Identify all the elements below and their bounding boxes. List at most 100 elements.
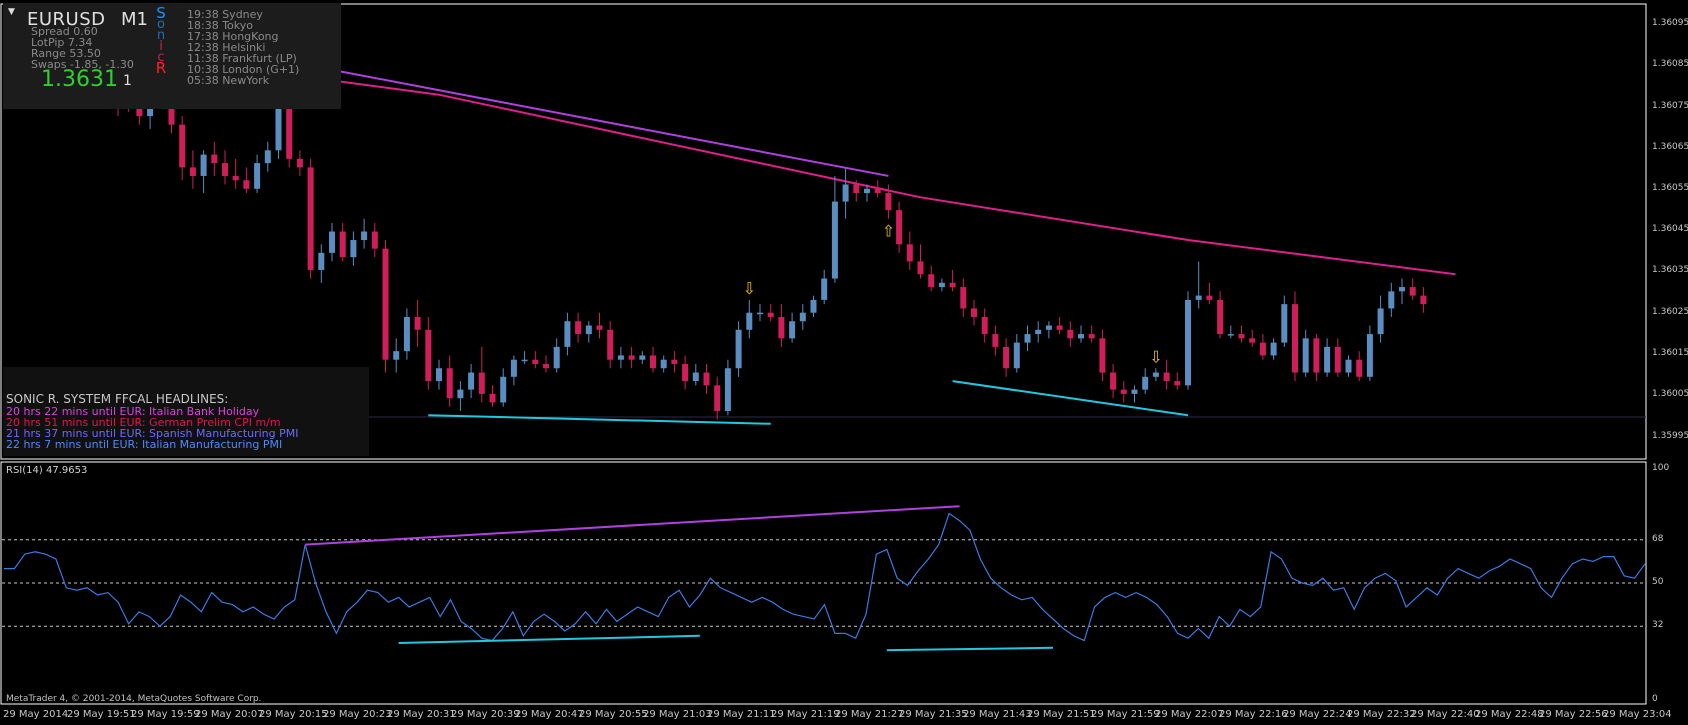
candle-body bbox=[532, 359, 539, 364]
candle-body bbox=[885, 193, 892, 211]
candle-body bbox=[446, 368, 453, 399]
time-tick-label: 29 May 19:59 bbox=[131, 709, 200, 720]
clock-helsinki: 12:38 Helsinki bbox=[187, 41, 266, 54]
time-tick-label: 29 May 19:51 bbox=[67, 709, 136, 720]
price-tick-label: 1.36095 bbox=[1652, 18, 1688, 28]
time-tick-label: 29 May 22:07 bbox=[1155, 709, 1224, 720]
candle-body bbox=[1377, 308, 1384, 335]
time-tick-label: 29 May 2014 bbox=[3, 709, 69, 720]
candle-body bbox=[767, 312, 774, 317]
current-price: 1.3631 bbox=[41, 67, 118, 92]
time-tick-label: 29 May 21:03 bbox=[643, 709, 712, 720]
candle-body bbox=[478, 372, 485, 394]
candle-body bbox=[211, 154, 218, 164]
time-tick-label: 29 May 20:23 bbox=[323, 709, 392, 720]
sell-arrow-icon: ⇩ bbox=[743, 279, 756, 298]
candle-body bbox=[842, 184, 849, 202]
candle-body bbox=[906, 244, 913, 262]
candle-body bbox=[660, 359, 667, 369]
rsi-chart-frame bbox=[0, 461, 1647, 705]
candle-body bbox=[1238, 334, 1245, 339]
time-tick-label: 29 May 22:56 bbox=[1539, 709, 1608, 720]
moving-average-line bbox=[117, 51, 1456, 276]
candle-body bbox=[671, 359, 678, 364]
sonic-logo-letter: o bbox=[157, 17, 165, 32]
news-title: SONIC R. SYSTEM FFCAL HEADLINES: bbox=[6, 392, 229, 406]
candle-body bbox=[1420, 295, 1427, 305]
candle-body bbox=[179, 124, 186, 168]
candle-body bbox=[703, 372, 710, 386]
candle-body bbox=[436, 368, 442, 382]
clock-london: 10:38 London (G+1) bbox=[187, 63, 300, 76]
candle-body bbox=[361, 231, 368, 241]
chart-menu-icon[interactable]: ▼ bbox=[8, 7, 15, 17]
main-chart-frame bbox=[0, 3, 1647, 460]
candle-body bbox=[607, 329, 614, 360]
candle-body bbox=[1174, 381, 1181, 386]
candle-body bbox=[371, 231, 378, 249]
sell-arrow-icon: ⇩ bbox=[1149, 347, 1162, 366]
candle-body bbox=[960, 287, 967, 309]
price-tick-label: 1.36065 bbox=[1652, 142, 1688, 152]
time-tick-label: 29 May 21:35 bbox=[899, 709, 968, 720]
range-value: Range 53.50 bbox=[31, 47, 101, 60]
buy-arrow-icon: ⇧ bbox=[882, 222, 895, 241]
rsi-tick-label: 68 bbox=[1652, 534, 1664, 544]
news-headlines-panel: SONIC R. SYSTEM FFCAL HEADLINES: 20 hrs … bbox=[3, 367, 369, 456]
candle-body bbox=[778, 316, 785, 339]
candle-body bbox=[896, 210, 903, 245]
candle-body bbox=[254, 163, 261, 189]
candle-body bbox=[1399, 287, 1405, 292]
time-tick-label: 29 May 21:27 bbox=[835, 709, 904, 720]
clock-hongkong: 17:38 HongKong bbox=[187, 30, 279, 43]
price-tick-label: 1.36015 bbox=[1652, 348, 1688, 358]
candle-body bbox=[264, 150, 271, 164]
candle-body bbox=[1024, 334, 1031, 343]
candle-body bbox=[468, 372, 475, 390]
market-clocks: 19:38 Sydney 18:38 Tokyo 17:38 HongKong … bbox=[187, 9, 299, 86]
rsi-line bbox=[4, 512, 1646, 642]
time-tick-label: 29 May 20:31 bbox=[387, 709, 456, 720]
candle-body bbox=[403, 316, 410, 352]
candle-body bbox=[286, 64, 293, 159]
candle-body bbox=[1078, 334, 1084, 339]
candle-body bbox=[628, 355, 635, 360]
candle-body bbox=[682, 363, 689, 382]
candle-body bbox=[692, 372, 699, 382]
time-tick-label: 29 May 20:15 bbox=[259, 709, 328, 720]
candle-body bbox=[350, 240, 357, 258]
candle-body bbox=[1324, 346, 1331, 373]
candle-body bbox=[724, 368, 731, 411]
candle-body bbox=[1356, 359, 1363, 377]
candle-body bbox=[1163, 372, 1170, 382]
sonic-logo-letter: R bbox=[155, 59, 167, 77]
candle-body bbox=[1281, 304, 1288, 343]
candle-body bbox=[457, 389, 464, 399]
time-tick-label: 29 May 21:51 bbox=[1027, 709, 1096, 720]
candle-body bbox=[521, 359, 528, 362]
time-tick-label: 29 May 20:07 bbox=[195, 709, 264, 720]
rsi-tick-label: 50 bbox=[1652, 577, 1664, 587]
candle-body bbox=[789, 321, 796, 339]
candle-body bbox=[735, 329, 742, 369]
candle-body bbox=[500, 376, 507, 403]
time-tick-label: 29 May 20:39 bbox=[451, 709, 520, 720]
candle-body bbox=[1292, 304, 1298, 373]
candle-body bbox=[1110, 372, 1117, 390]
candle-body bbox=[1409, 287, 1416, 296]
candle-body bbox=[596, 325, 603, 330]
candle-body bbox=[650, 355, 656, 369]
price-tick-label: 1.36085 bbox=[1652, 59, 1688, 69]
price-tick-label: 1.36005 bbox=[1652, 389, 1688, 399]
price-tick-label: 1.36025 bbox=[1652, 307, 1688, 317]
time-tick-label: 29 May 23:04 bbox=[1603, 709, 1672, 720]
clock-sydney: 19:38 Sydney bbox=[187, 8, 263, 21]
candle-body bbox=[1045, 325, 1052, 330]
price-tick-label: 1.36035 bbox=[1652, 265, 1688, 275]
rsi-tick-label: 100 bbox=[1652, 463, 1670, 473]
candle-body bbox=[425, 329, 432, 382]
candle-body bbox=[382, 248, 389, 360]
candle-body bbox=[1217, 299, 1224, 335]
candle-body bbox=[1259, 342, 1266, 356]
